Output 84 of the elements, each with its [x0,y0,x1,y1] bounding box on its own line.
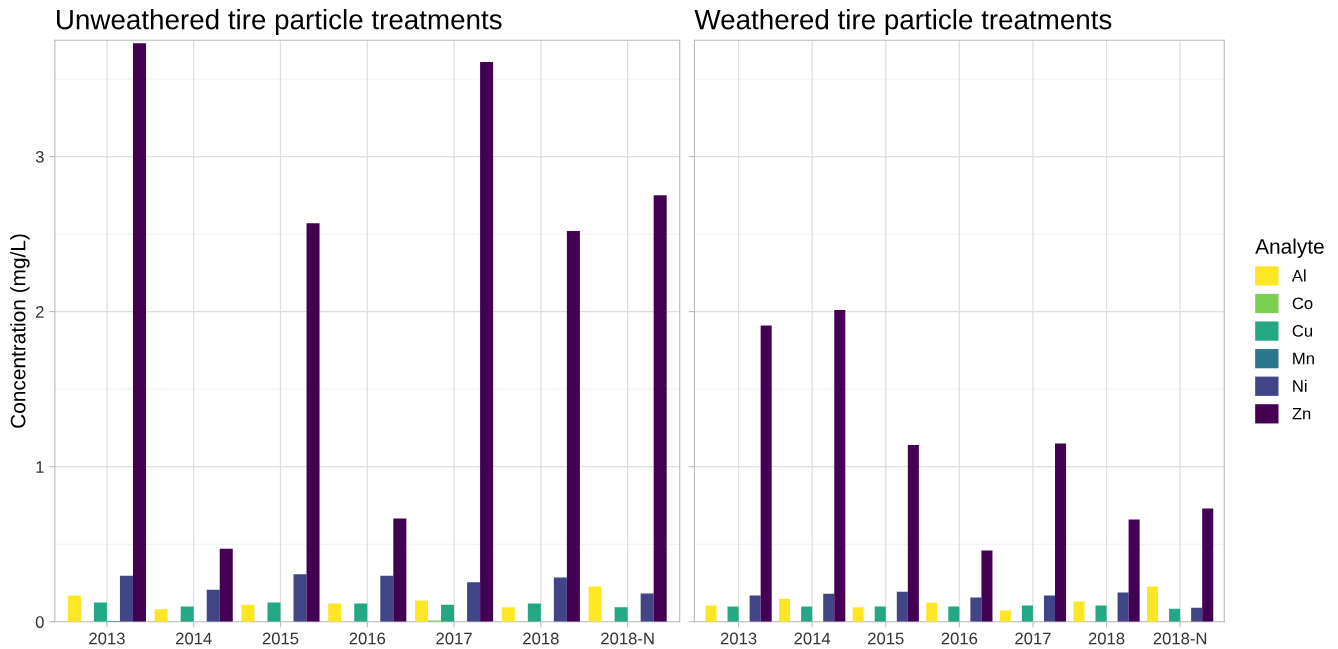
x-tick-label: 2015 [262,632,299,645]
bar [907,444,919,622]
bar [1191,607,1203,622]
bar [501,607,515,622]
bar [93,602,107,622]
bar [874,606,886,622]
y-tick-label: 2 [36,306,44,318]
bar [1202,508,1214,622]
bar [154,609,168,622]
x-tick-label: 2013 [720,632,757,645]
bar [823,593,835,622]
x-tick-label: 2018-N [1153,632,1207,645]
bar [441,604,455,622]
bar [801,606,813,622]
legend-label: Cu [1292,324,1313,337]
bar [1117,592,1129,622]
bar [999,610,1011,622]
bar [566,230,580,622]
bar [705,605,717,622]
bar [119,575,133,622]
bar [1021,605,1033,622]
legend-label: Ni [1293,379,1307,392]
bar [852,607,864,622]
bar [640,593,654,622]
bar [1169,608,1181,622]
bar [380,575,394,622]
bar [480,61,494,622]
legend-label: Zn [1292,407,1311,420]
bar [393,518,407,622]
legend-label: Al [1291,269,1306,282]
x-tick-label: 2014 [794,632,831,645]
bar [1147,586,1159,622]
bar [1073,601,1085,622]
bar [653,195,667,622]
bar [415,600,429,622]
x-tick-label: 2017 [436,632,472,645]
bar [527,603,541,622]
bar [749,595,761,622]
bar [180,606,194,622]
bar [293,574,307,622]
bar [328,603,342,622]
legend-title: Analyte [1255,238,1324,258]
bar [241,604,255,622]
bar [467,582,481,622]
x-tick-label: 2016 [349,632,386,645]
y-axis-title: Concentration (mg/L) [10,234,30,428]
x-tick-label: 2017 [1015,632,1051,645]
bar [896,591,908,622]
bar [206,589,220,622]
bar [834,310,846,622]
y-tick-label: 3 [35,150,44,163]
y-tick-label: 1 [36,461,44,473]
x-tick-label: 2016 [941,632,978,645]
x-tick-label: 2018-N [601,632,654,645]
bar [354,603,368,622]
bar [553,577,567,622]
y-tick-label: 0 [35,616,44,628]
bar [67,595,81,622]
bar [760,325,772,622]
bar [219,548,233,622]
bar [132,43,146,622]
legend-label: Co [1292,297,1313,310]
bar [970,597,982,622]
bar [306,223,320,622]
bar [588,586,602,622]
bar [727,606,739,622]
x-tick-label: 2013 [89,632,125,645]
x-tick-label: 2018 [523,632,559,645]
bar [1128,519,1140,622]
x-tick-label: 2018 [1088,632,1125,645]
x-tick-label: 2015 [868,632,904,645]
bar [926,602,938,622]
bar [1095,605,1107,622]
bar [981,550,993,622]
legend-label: Mn [1293,352,1314,365]
bar [1055,443,1067,622]
bar [1043,595,1056,622]
bar [948,606,960,622]
chart-title: Weathered tire particle treatments [694,9,1112,35]
bar [267,602,281,622]
bar [614,607,628,622]
chart-title: Unweathered tire particle treatments [57,9,502,35]
bar [779,598,791,622]
x-tick-label: 2014 [176,632,212,645]
